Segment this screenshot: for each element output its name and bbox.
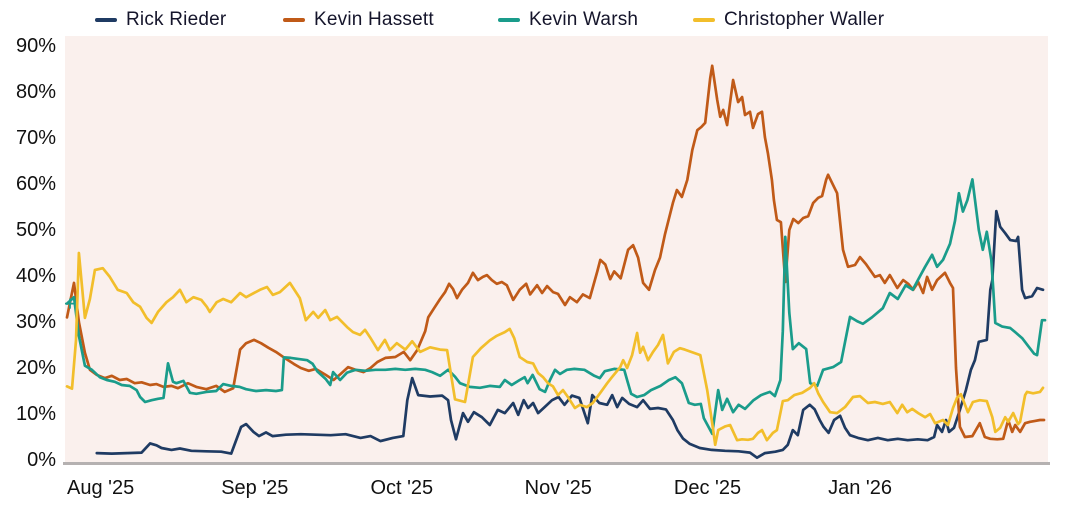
x-tick-label: Aug '25 (67, 477, 135, 499)
legend-line-swatch-icon (693, 18, 715, 22)
chart-legend: Rick Rieder Kevin Hassett Kevin Warsh Chris… (0, 0, 1068, 36)
legend-item-kevin-hassett[interactable]: Kevin Hassett (283, 9, 434, 31)
y-tick-label: 80% (15, 81, 56, 103)
x-tick-label: Sep '25 (221, 477, 289, 499)
legend-line-swatch-icon (95, 18, 117, 22)
y-tick-label: 10% (15, 403, 56, 425)
x-axis-line (63, 462, 1050, 465)
x-tick-label: Nov '25 (524, 477, 592, 499)
legend-label: Kevin Hassett (314, 9, 434, 30)
plot-area (65, 36, 1048, 463)
legend-label: Rick Rieder (126, 9, 227, 30)
y-tick-label: 30% (15, 311, 56, 333)
legend-item-kevin-warsh[interactable]: Kevin Warsh (498, 9, 638, 31)
y-tick-label: 60% (15, 173, 56, 195)
legend-item-christopher-waller[interactable]: Christopher Waller (693, 9, 884, 31)
y-tick-label: 40% (15, 265, 56, 287)
y-tick-label: 90% (15, 35, 56, 57)
y-tick-label: 50% (15, 219, 56, 241)
legend-line-swatch-icon (498, 18, 520, 22)
legend-line-swatch-icon (283, 18, 305, 22)
x-tick-label: Jan '26 (828, 477, 892, 499)
y-tick-label: 0% (27, 449, 56, 471)
x-tick-label: Oct '25 (370, 477, 434, 499)
legend-label: Kevin Warsh (529, 9, 639, 30)
y-tick-label: 70% (15, 127, 56, 149)
x-tick-label: Dec '25 (673, 477, 742, 499)
y-tick-label: 20% (15, 357, 56, 379)
legend-label: Christopher Waller (724, 9, 885, 30)
legend-item-rick-rieder[interactable]: Rick Rieder (95, 9, 226, 31)
